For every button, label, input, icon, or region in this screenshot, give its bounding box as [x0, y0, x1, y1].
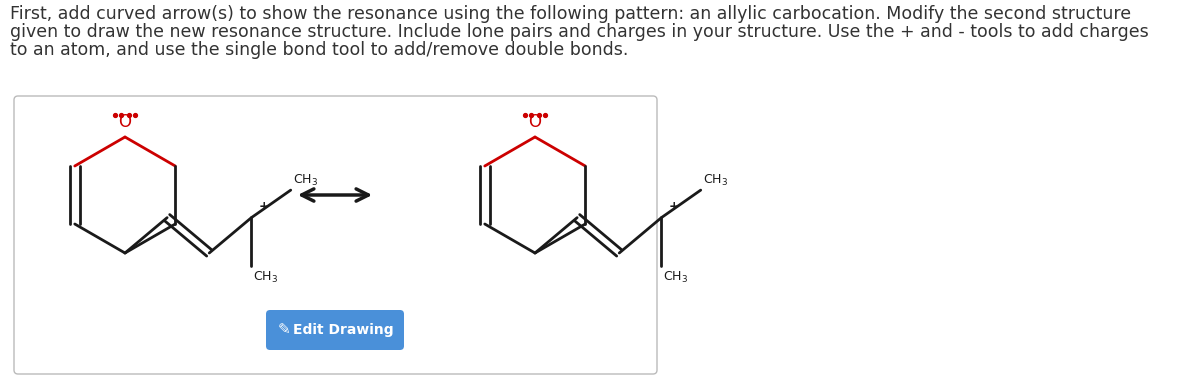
- Text: O: O: [119, 113, 132, 131]
- Text: CH$_3$: CH$_3$: [703, 173, 728, 188]
- Text: CH$_3$: CH$_3$: [253, 270, 278, 285]
- Text: CH$_3$: CH$_3$: [664, 270, 689, 285]
- Text: ✎: ✎: [277, 322, 290, 338]
- Text: +: +: [258, 200, 269, 213]
- Text: to an atom, and use the single bond tool to add/remove double bonds.: to an atom, and use the single bond tool…: [10, 41, 629, 59]
- FancyBboxPatch shape: [266, 310, 404, 350]
- Text: CH$_3$: CH$_3$: [293, 173, 318, 188]
- Text: given to draw the new resonance structure. Include lone pairs and charges in you: given to draw the new resonance structur…: [10, 23, 1148, 41]
- Text: First, add curved arrow(s) to show the resonance using the following pattern: an: First, add curved arrow(s) to show the r…: [10, 5, 1132, 23]
- Text: +: +: [668, 200, 679, 213]
- Text: Edit Drawing: Edit Drawing: [293, 323, 394, 337]
- Text: O: O: [528, 113, 541, 131]
- FancyBboxPatch shape: [14, 96, 658, 374]
